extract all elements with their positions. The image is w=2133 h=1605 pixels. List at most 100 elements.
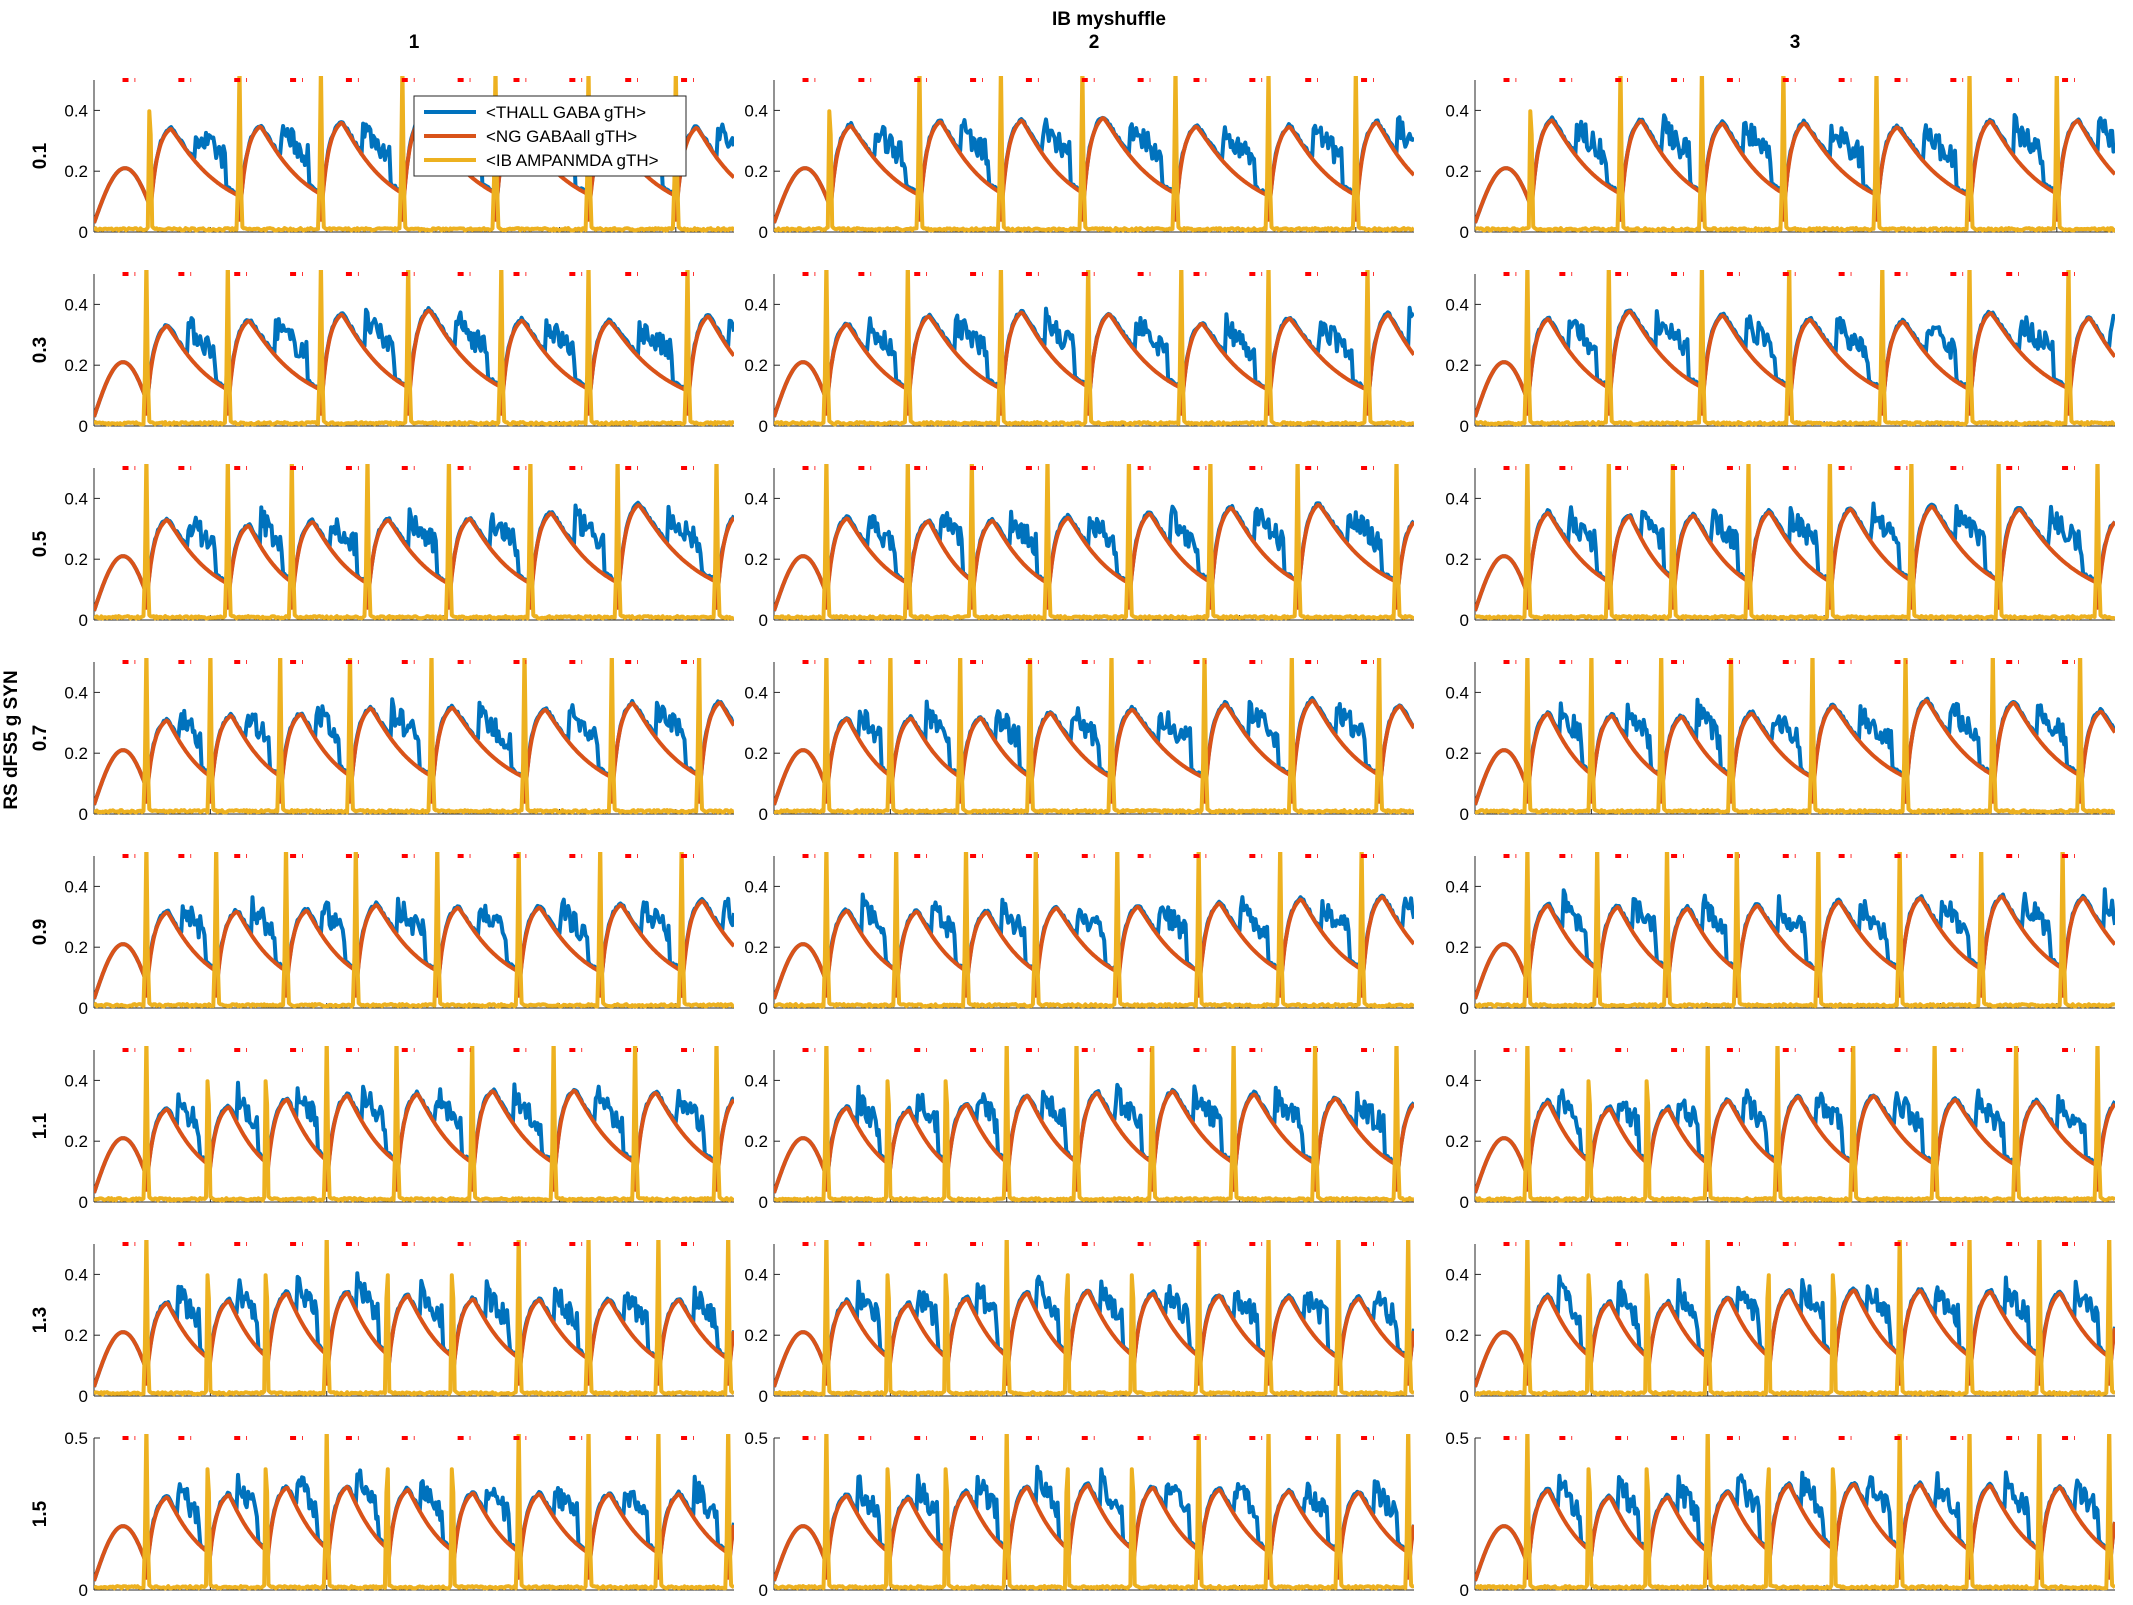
series-line [94, 308, 734, 418]
series-line [774, 1046, 1414, 1203]
row-label: 0.5 [30, 530, 51, 557]
subplot-panel: 0 0.2 0.4 0.9 [30, 852, 734, 1018]
y-tick-label: 0 [1460, 805, 1469, 824]
y-tick-label: 0 [79, 999, 88, 1018]
series-line [774, 1434, 1414, 1591]
series-line [1475, 894, 2115, 1000]
series-line [1475, 113, 2115, 224]
y-tick-label: 0.5 [744, 1429, 768, 1448]
series-line [774, 852, 1414, 1009]
y-tick-label: 0.4 [1445, 101, 1469, 120]
series-line [774, 1483, 1414, 1582]
row-label: 0.1 [30, 142, 51, 169]
y-tick-label: 0.4 [64, 1265, 88, 1284]
y-tick-label: 0 [759, 223, 768, 242]
subplot-panel: 00.50100020003000400050001.5 [30, 1429, 734, 1605]
y-tick-label: 0 [79, 1193, 88, 1212]
series-line [1475, 309, 2115, 418]
series-line [94, 1484, 734, 1582]
series-line [94, 1290, 734, 1388]
subplot-panel: 0 0.2 0.4 1.3 [30, 1240, 734, 1406]
row-label: 0.9 [30, 919, 51, 945]
y-tick-label: 0.4 [744, 101, 768, 120]
y-tick-label: 0.2 [744, 162, 768, 181]
subplot-panel: 0 0.2 0.4 [744, 1046, 1414, 1212]
y-tick-label: 0.4 [1445, 877, 1469, 896]
y-tick-label: 0.4 [744, 1265, 768, 1284]
series-line [94, 464, 734, 621]
series-line [774, 1089, 1414, 1194]
row-label: 0.3 [30, 337, 51, 363]
y-tick-label: 0.5 [1445, 1429, 1469, 1448]
y-tick-label: 0.4 [1445, 295, 1469, 314]
y-tick-label: 0 [1460, 417, 1469, 436]
series-line [1475, 1470, 2115, 1582]
subplot-panel: 0 0.2 0.4 [1445, 1240, 2115, 1406]
series-line [774, 116, 1414, 224]
series-line [1475, 1274, 2115, 1388]
y-tick-label: 0.2 [1445, 162, 1469, 181]
series-line [1475, 1046, 2115, 1203]
series-line [774, 696, 1414, 806]
legend-label: <IB AMPANMDA gTH> [486, 151, 659, 170]
subplot-panel: 0 0.2 0.4 [744, 1240, 1414, 1406]
subplot-panel: 0 0.2 0.4 [744, 464, 1414, 630]
series-line [774, 310, 1414, 418]
subplot-panel: 0 0.2 0.4 [744, 76, 1414, 242]
series-line [1475, 1240, 2115, 1397]
series-line [774, 1289, 1414, 1388]
column-title: 1 [409, 32, 420, 53]
series-line [774, 270, 1414, 427]
y-tick-label: 0.4 [1445, 1071, 1469, 1090]
row-label: 1.1 [30, 1112, 51, 1139]
y-tick-label: 0.4 [64, 877, 88, 896]
y-tick-label: 0.4 [1445, 683, 1469, 702]
y-tick-label: 0.2 [744, 356, 768, 375]
subplot-panel: 0 0.2 0.4 [1445, 1046, 2115, 1212]
subplot-panel: 0 0.2 0.4 [1445, 464, 2115, 630]
y-tick-label: 0 [759, 1387, 768, 1406]
subplot-panel: 0 0.2 0.4 0.3 [30, 270, 734, 436]
subplot-panel: 0 0.2 0.4 [1445, 270, 2115, 436]
y-tick-label: 0.4 [744, 877, 768, 896]
y-tick-label: 0 [759, 611, 768, 630]
y-tick-label: 0.4 [744, 683, 768, 702]
subplot-panel: 0 0.2 0.4 1.1 [30, 1046, 734, 1212]
series-line [1475, 504, 2115, 612]
row-label: 0.7 [30, 725, 51, 751]
y-tick-label: 0.4 [64, 683, 88, 702]
series-line [1475, 118, 2115, 224]
y-tick-label: 0.2 [64, 162, 88, 181]
series-line [774, 1464, 1414, 1582]
y-tick-label: 0 [1460, 1387, 1469, 1406]
subplot-panel: 0 0.2 0.4 [744, 658, 1414, 824]
subplot-panel: 0 0.2 0.4 0.7 [30, 658, 734, 824]
y-tick-label: 0.2 [1445, 356, 1469, 375]
y-tick-label: 0.2 [1445, 744, 1469, 763]
y-tick-label: 0 [1460, 223, 1469, 242]
y-tick-label: 0.2 [64, 744, 88, 763]
legend-label: <NG GABAall gTH> [486, 127, 637, 146]
y-tick-label: 0 [759, 1193, 768, 1212]
series-line [1475, 1094, 2115, 1194]
series-line [1475, 698, 2115, 806]
series-line [94, 1434, 734, 1591]
y-tick-label: 0.2 [1445, 1132, 1469, 1151]
y-tick-label: 0.4 [1445, 489, 1469, 508]
y-tick-label: 0.4 [64, 295, 88, 314]
subplot-panel: 0 0.2 0.4 [744, 270, 1414, 436]
y-tick-label: 0 [79, 1387, 88, 1406]
y-tick-label: 0.2 [744, 550, 768, 569]
y-tick-label: 0.4 [64, 101, 88, 120]
series-line [774, 895, 1414, 1000]
series-line [1475, 852, 2115, 1009]
y-tick-label: 0.2 [1445, 550, 1469, 569]
y-tick-label: 0 [1460, 611, 1469, 630]
y-tick-label: 0.4 [744, 1071, 768, 1090]
subplot-panel: 0 0.2 0.4 [1445, 852, 2115, 1018]
y-tick-label: 0 [1460, 999, 1469, 1018]
row-label: 1.3 [30, 1307, 51, 1333]
y-tick-label: 0.2 [64, 938, 88, 957]
